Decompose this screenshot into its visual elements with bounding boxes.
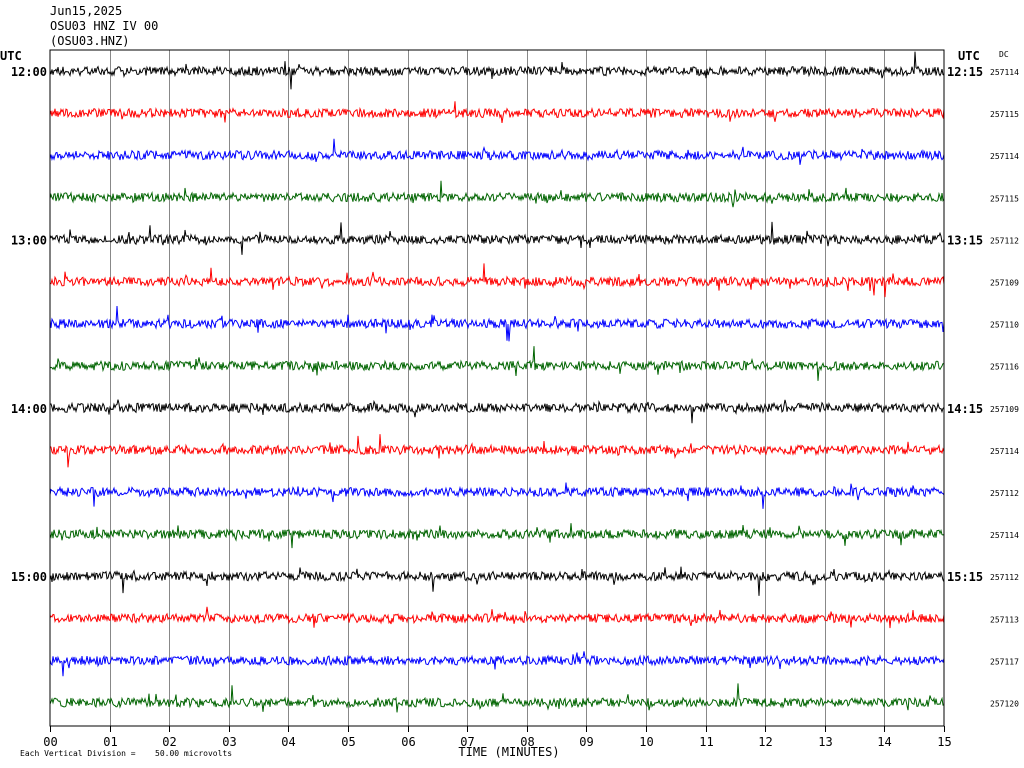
header-date: Jun15,2025 bbox=[50, 4, 123, 18]
footer-scale: 50.00 microvolts bbox=[155, 749, 233, 758]
x-tick-label: 07 bbox=[460, 735, 474, 749]
utc-left-label: UTC bbox=[0, 49, 22, 63]
hour-label-right: 13:15 bbox=[947, 233, 983, 247]
x-tick-label: 00 bbox=[43, 735, 57, 749]
seismic-trace bbox=[49, 51, 945, 90]
seismic-trace bbox=[49, 101, 945, 123]
x-tick-label: 11 bbox=[699, 735, 713, 749]
x-tick-label: 12 bbox=[758, 735, 772, 749]
hour-label-left: 15:00 bbox=[11, 570, 47, 584]
grid-layer bbox=[50, 50, 945, 732]
hour-label-left: 12:00 bbox=[11, 65, 47, 79]
x-tick-label: 15 bbox=[937, 735, 951, 749]
dc-label: DC bbox=[999, 50, 1009, 59]
dc-value: 257120 bbox=[990, 700, 1019, 709]
hour-label-right: 14:15 bbox=[947, 402, 983, 416]
x-tick-label: 06 bbox=[401, 735, 415, 749]
x-tick-label: 02 bbox=[162, 735, 176, 749]
seismic-trace bbox=[49, 263, 945, 298]
hour-label-left: 13:00 bbox=[11, 233, 47, 247]
hour-label-right: 15:15 bbox=[947, 570, 983, 584]
dc-value: 257114 bbox=[990, 152, 1019, 161]
seismic-trace bbox=[49, 683, 944, 713]
dc-value: 257110 bbox=[990, 321, 1019, 330]
hour-label-left: 14:00 bbox=[11, 402, 47, 416]
x-tick-label: 04 bbox=[281, 735, 295, 749]
header-code: (OSU03.HNZ) bbox=[50, 34, 130, 48]
seismic-trace bbox=[49, 399, 945, 424]
seismic-trace bbox=[49, 482, 945, 509]
footer-note: Each Vertical Division = bbox=[20, 749, 136, 758]
seismic-trace bbox=[49, 305, 945, 342]
hour-label-right: 12:15 bbox=[947, 65, 983, 79]
seismic-trace bbox=[49, 180, 945, 208]
x-tick-label: 01 bbox=[103, 735, 117, 749]
seismic-trace bbox=[49, 221, 945, 255]
dc-value: 257112 bbox=[990, 573, 1019, 582]
dc-value: 257117 bbox=[990, 657, 1019, 666]
x-tick-label: 14 bbox=[877, 735, 891, 749]
x-tick-label: 13 bbox=[818, 735, 832, 749]
seismic-trace bbox=[49, 651, 945, 677]
seismic-trace bbox=[49, 566, 945, 596]
dc-value: 257114 bbox=[990, 447, 1019, 456]
header-station: OSU03 HNZ IV 00 bbox=[50, 19, 159, 33]
seismic-trace bbox=[49, 434, 945, 468]
dc-value: 257109 bbox=[990, 405, 1019, 414]
x-tick-label: 08 bbox=[520, 735, 534, 749]
dc-value: 257113 bbox=[990, 615, 1019, 624]
label-layer: 00 01 02 03 04 05 06 07 08 09 10 11 12 13 14 15 257114 25… bbox=[11, 65, 1019, 749]
x-tick-label: 03 bbox=[222, 735, 236, 749]
seismic-trace bbox=[49, 523, 945, 549]
seismic-trace bbox=[49, 346, 945, 381]
x-tick-label: 05 bbox=[341, 735, 355, 749]
utc-right-label: UTC bbox=[958, 49, 980, 63]
plot-frame bbox=[49, 49, 945, 727]
seismic-trace bbox=[49, 606, 945, 629]
trace-layer bbox=[49, 51, 945, 713]
x-tick-label: 10 bbox=[639, 735, 653, 749]
dc-value: 257112 bbox=[990, 236, 1019, 245]
dc-value: 257114 bbox=[990, 68, 1019, 77]
dc-value: 257112 bbox=[990, 489, 1019, 498]
x-tick-label: 09 bbox=[579, 735, 593, 749]
dc-value: 257115 bbox=[990, 110, 1019, 119]
dc-value: 257115 bbox=[990, 194, 1019, 203]
x-axis-label: TIME (MINUTES) bbox=[458, 745, 559, 759]
dc-value: 257114 bbox=[990, 531, 1019, 540]
dc-value: 257109 bbox=[990, 279, 1019, 288]
seismic-trace bbox=[49, 138, 945, 165]
dc-value: 257116 bbox=[990, 363, 1019, 372]
